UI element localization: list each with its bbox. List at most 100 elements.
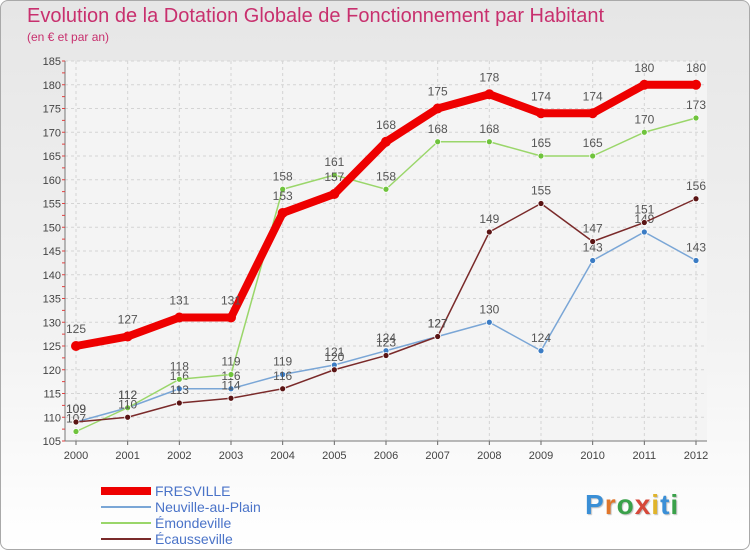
y-tick-label: 185 [43, 56, 61, 68]
legend-label: Émondeville [155, 515, 232, 531]
data-point [432, 103, 443, 114]
data-point [589, 238, 597, 245]
data-point [537, 347, 545, 355]
data-point [122, 331, 133, 342]
data-label: 127 [428, 317, 448, 331]
data-point [175, 399, 183, 407]
data-label: 143 [583, 241, 603, 255]
legend-swatch [101, 538, 151, 540]
data-point [330, 171, 338, 179]
x-tick-label: 2010 [580, 450, 604, 462]
logo-letter: x [634, 489, 652, 520]
data-point [72, 428, 80, 435]
data-label: 112 [118, 388, 137, 402]
y-tick-label: 140 [43, 270, 61, 282]
data-label: 116 [273, 369, 292, 383]
data-point [330, 366, 338, 374]
data-point [227, 371, 235, 378]
data-point [72, 418, 80, 426]
legend-swatch [101, 487, 151, 495]
y-tick-label: 145 [43, 246, 61, 258]
data-label: 149 [634, 212, 654, 226]
x-tick-label: 2009 [529, 450, 553, 462]
logo-letter: t [660, 489, 671, 520]
data-label: 109 [66, 402, 86, 416]
data-point [279, 385, 287, 393]
data-label: 131 [221, 294, 241, 308]
data-label: 112 [118, 388, 137, 402]
data-point [640, 228, 648, 236]
x-tick-label: 2002 [167, 450, 191, 462]
y-tick-label: 135 [43, 294, 61, 306]
logo-letter: r [604, 489, 617, 520]
x-tick-label: 2004 [270, 450, 294, 462]
y-tick-label: 155 [43, 199, 61, 211]
data-label: 170 [634, 112, 654, 126]
data-point [692, 257, 700, 264]
data-label: 158 [376, 169, 396, 183]
y-tick-label: 150 [43, 222, 61, 234]
data-label: 156 [686, 179, 706, 193]
data-point [640, 128, 648, 136]
y-tick-label: 165 [43, 151, 61, 163]
y-tick-label: 110 [43, 412, 61, 424]
y-tick-label: 105 [43, 436, 61, 448]
data-label: 125 [66, 322, 86, 336]
data-label: 119 [221, 355, 240, 369]
data-point [382, 185, 390, 193]
data-point [227, 394, 235, 402]
data-label: 127 [118, 313, 138, 327]
series--causseville: 109 110 113 114 116 120 123 127 149 155 147 151 156 [66, 179, 706, 426]
data-point [124, 413, 132, 421]
data-point [382, 352, 390, 359]
data-point [692, 195, 700, 203]
y-tick-label: 130 [43, 317, 61, 329]
data-label: 180 [634, 61, 654, 75]
data-label: 131 [169, 294, 189, 308]
data-label: 180 [686, 61, 706, 75]
data-label: 121 [324, 345, 344, 359]
data-label: 114 [221, 378, 240, 392]
x-tick-label: 2012 [684, 450, 708, 462]
data-point [381, 136, 391, 147]
y-tick-label: 115 [43, 389, 61, 401]
legend-swatch [101, 506, 151, 508]
data-label: 161 [324, 155, 344, 169]
data-label: 158 [273, 169, 293, 183]
proxiti-logo: Proxiti [585, 489, 679, 521]
data-point [226, 312, 236, 323]
data-label: 147 [583, 222, 603, 236]
data-label: 109 [66, 402, 86, 416]
x-tick-label: 2006 [374, 450, 398, 462]
data-label: 130 [479, 302, 499, 316]
logo-letter: i [651, 489, 661, 520]
data-label: 173 [686, 98, 706, 112]
data-point [277, 208, 288, 218]
data-label: 168 [428, 122, 448, 136]
chart-title: Evolution de la Dotation Globale de Fonc… [27, 5, 605, 27]
data-point [587, 108, 598, 119]
data-label: 124 [376, 331, 396, 345]
data-label: 155 [531, 184, 551, 198]
data-label: 174 [531, 89, 551, 103]
data-point [279, 371, 287, 378]
data-point [589, 152, 597, 160]
data-label: 110 [118, 397, 137, 411]
data-point [227, 385, 235, 393]
data-point [537, 152, 545, 160]
data-label: 168 [479, 122, 499, 136]
y-tick-label: 175 [43, 104, 61, 116]
data-label: 113 [170, 383, 189, 397]
data-point [639, 79, 650, 90]
data-point [434, 138, 442, 146]
data-label: 168 [376, 118, 396, 132]
x-tick-label: 2003 [219, 450, 243, 462]
legend-swatch [101, 522, 151, 524]
logo-letter: o [616, 489, 635, 520]
y-tick-label: 120 [43, 365, 61, 377]
series-neuville-au-plain: 109112116116119121124127130124143149143 [66, 212, 706, 426]
data-label: 174 [583, 89, 603, 103]
